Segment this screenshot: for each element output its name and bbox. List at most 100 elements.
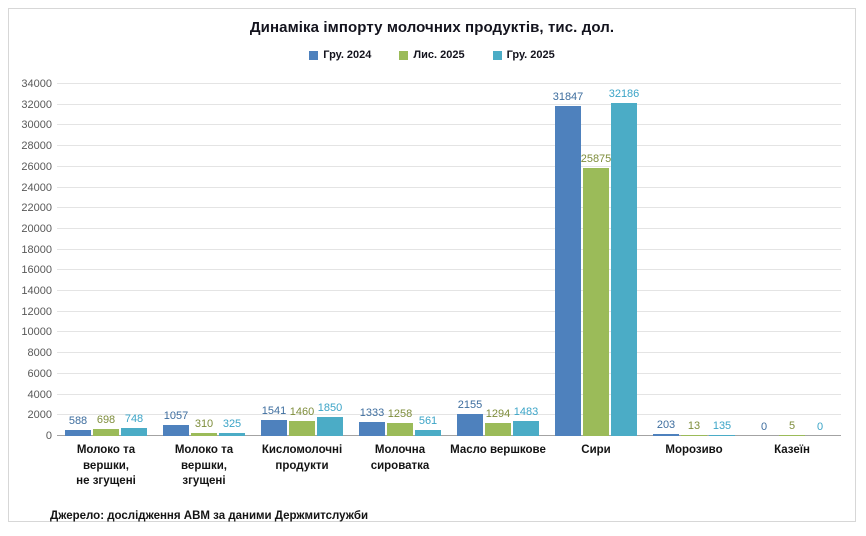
y-axis-tick-label: 0 [45, 430, 52, 442]
legend-item: Гру. 2025 [492, 49, 555, 61]
bar-group: 2155 1294 1483 [449, 84, 547, 436]
x-axis-label: Масло вершкове [450, 444, 546, 456]
bar-value-label: 310 [194, 417, 214, 430]
bar-value-label: 13 [687, 419, 701, 432]
gridline [57, 290, 841, 292]
gridline [57, 310, 841, 312]
bar-value-label: 1460 [289, 405, 315, 418]
x-axis-label: Молоко та вершки, згущені [174, 444, 234, 488]
gridline [57, 165, 841, 167]
bar: 1541 [261, 405, 287, 436]
bar-group: 588 698 748 [57, 84, 155, 436]
bar-value-label: 1541 [261, 405, 287, 418]
bar-group: 203 13 135 [645, 84, 743, 436]
bar: 5 [779, 420, 805, 436]
y-axis-tick-label: 2000 [27, 409, 52, 422]
bar-value-label: 5 [788, 419, 796, 432]
gridline [57, 393, 841, 395]
bar-value-label: 31847 [552, 91, 584, 104]
bar-groups: 588 698 748 1057 310 325 1541 1460 1850 1333 1258 5… [57, 84, 841, 436]
legend-color-swatch [492, 50, 502, 60]
bar-value-label: 1850 [317, 401, 343, 414]
bar-group: 1057 310 325 [155, 84, 253, 436]
bar: 135 [709, 420, 735, 436]
y-axis-tick-label: 24000 [21, 181, 52, 194]
bar: 2155 [457, 399, 483, 436]
bar-value-label: 1258 [387, 407, 413, 420]
bar-value-label: 1057 [163, 410, 189, 423]
y-axis-tick-label: 32000 [21, 98, 52, 111]
bar: 31847 [553, 91, 583, 436]
x-axis-label: Молоко та вершки, не згущені [76, 444, 136, 488]
bar: 588 [65, 415, 91, 436]
bar: 1333 [359, 407, 385, 436]
bar: 310 [191, 418, 217, 436]
y-axis-tick-label: 34000 [21, 78, 52, 90]
bar: 1258 [387, 408, 413, 436]
bar-group: 1333 1258 561 [351, 84, 449, 436]
y-axis-tick-label: 8000 [27, 347, 52, 360]
bar: 32186 [609, 88, 639, 436]
bar: 1460 [289, 406, 315, 436]
gridline [57, 103, 841, 105]
bar-value-label: 1333 [359, 407, 385, 420]
bar-value-label: 0 [760, 421, 768, 433]
gridline [57, 186, 841, 188]
bar: 1850 [317, 402, 343, 436]
bar: 1057 [163, 410, 189, 436]
legend-item-label: Гру. 2024 [323, 49, 372, 61]
bar-group: 1541 1460 1850 [253, 84, 351, 436]
bar: 325 [219, 418, 245, 436]
y-axis-tick-label: 28000 [21, 140, 52, 153]
x-axis-label: Кисломолочні продукти [261, 444, 343, 472]
legend-color-swatch [399, 50, 409, 60]
x-axis-label: Сири [581, 444, 611, 456]
chart-title: Динаміка імпорту молочних продуктів, тис… [249, 19, 615, 36]
x-axis-label: Морозиво [665, 444, 723, 456]
bar-value-label: 698 [96, 413, 116, 426]
gridline [57, 331, 841, 333]
bar: 203 [653, 419, 679, 436]
y-axis-tick-label: 14000 [21, 285, 52, 298]
bar-value-label: 203 [656, 418, 676, 431]
y-axis-tick-label: 20000 [21, 222, 52, 235]
bar: 25875 [581, 153, 611, 436]
y-axis-tick-label: 16000 [21, 264, 52, 277]
bar: 561 [415, 415, 441, 436]
legend-item: Лис. 2025 [399, 49, 465, 61]
chart-body: 0 2000 4000 6000 8000 10000 12000 14000 16000 180… [9, 78, 855, 442]
legend-item-label: Гру. 2025 [506, 49, 555, 61]
bar: 1483 [513, 406, 539, 436]
legend: Гру. 2024 Лис. 2025 Гру. 2025 [9, 49, 855, 61]
legend-item: Гру. 2024 [309, 49, 371, 61]
gridline [57, 83, 841, 84]
bar-group: 31847 25875 32186 [547, 84, 645, 436]
bar-value-label: 748 [124, 413, 144, 426]
y-axis-tick-label: 6000 [27, 367, 52, 380]
x-axis: Молоко та вершки, не згущені Молоко та ве… [57, 443, 855, 490]
y-axis-tick-label: 10000 [21, 326, 52, 339]
gridline [57, 269, 841, 271]
y-axis: 0 2000 4000 6000 8000 10000 12000 14000 16000 180… [9, 78, 57, 442]
x-axis-label: Казеїн [774, 444, 810, 456]
gridline [57, 227, 841, 229]
bar-value-label: 135 [712, 419, 732, 432]
bar-value-label: 1483 [513, 405, 539, 418]
bar-value-label: 561 [418, 415, 438, 428]
gridline [57, 207, 841, 209]
bar: 748 [121, 413, 147, 436]
bar-group: 0 5 0 [743, 84, 841, 436]
bar-value-label: 588 [68, 414, 88, 427]
gridline [57, 124, 841, 126]
y-axis-tick-label: 22000 [21, 202, 52, 215]
bar-value-label: 2155 [457, 398, 483, 411]
chart-frame: Динаміка імпорту молочних продуктів, тис… [8, 8, 856, 522]
bar: 1294 [485, 408, 511, 436]
x-axis-line [57, 435, 841, 436]
y-axis-tick-label: 4000 [27, 388, 52, 401]
gridline [57, 352, 841, 354]
bar-value-label: 1294 [485, 407, 511, 420]
x-axis-label: Молочна сироватка [370, 444, 430, 472]
bar-value-label: 25875 [580, 153, 612, 166]
bar-value-label: 0 [816, 421, 824, 433]
